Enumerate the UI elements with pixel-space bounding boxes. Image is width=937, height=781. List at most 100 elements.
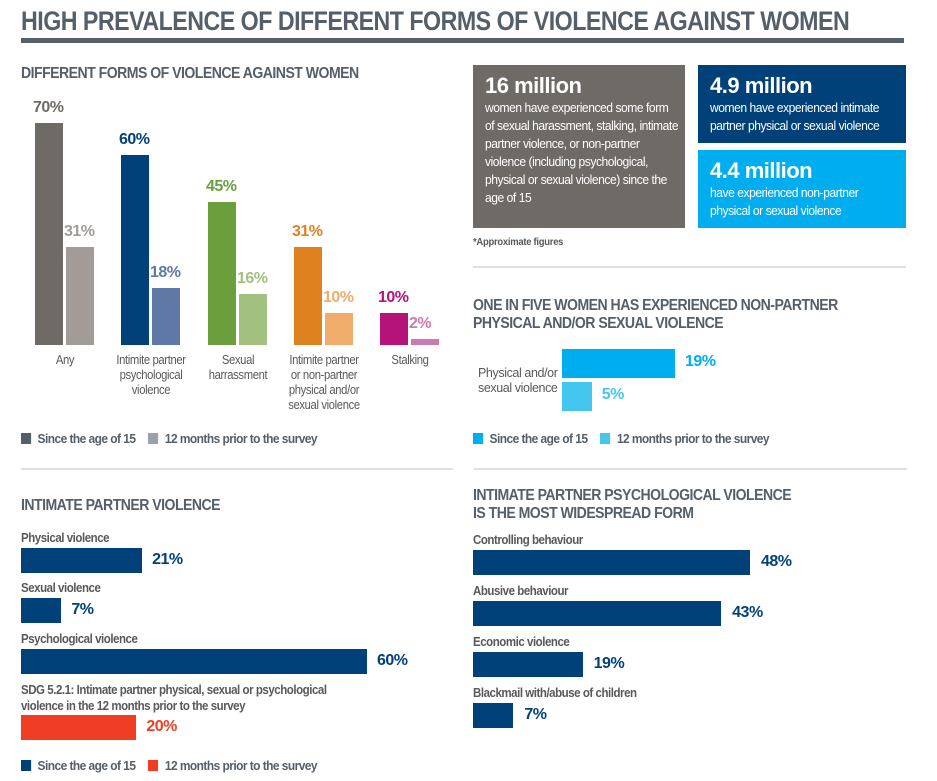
category-label-line: Sexual <box>221 353 255 367</box>
category-label-line: harrassment <box>208 368 268 382</box>
value-label: 2% <box>409 314 432 332</box>
category-label-line: sexual violence <box>288 398 360 412</box>
value-label: 45% <box>206 178 237 196</box>
ipv-chart: Physical violence 21% Sexual violence 7% Psy… <box>21 530 451 745</box>
value-label: 19% <box>593 655 625 672</box>
bar-label-line: violence in the 12 months prior to the s… <box>21 699 246 713</box>
forms-chart: 70% 31% Any 60% 18% Intimite partner psycholog… <box>21 90 451 420</box>
bar-label: Economic violence <box>473 635 570 649</box>
legend-label-12-months: 12 months prior to the survey <box>164 758 318 773</box>
nonpartner-legend: Since the age of 15 12 months prior to t… <box>473 431 770 446</box>
category-label: Intimite partner psychological violence <box>108 353 194 398</box>
divider-right-top <box>473 266 906 268</box>
bar-since-15 <box>208 202 236 345</box>
legend-label-12-months: 12 months prior to the survey <box>164 431 318 446</box>
category-label-line: Stalking <box>391 353 429 367</box>
footnote: *Approximate figures <box>473 236 564 248</box>
bar-label: Physical violence <box>21 531 110 545</box>
bar <box>21 715 137 740</box>
value-label: 31% <box>64 222 95 240</box>
value-label: 43% <box>732 604 763 621</box>
bar <box>473 550 750 575</box>
bar-12-months <box>562 382 592 411</box>
forms-legend: Since the age of 15 12 months prior to t… <box>21 431 318 446</box>
bar <box>21 598 62 623</box>
bar-label-line: SDG 5.2.1: Intimate partner physical, se… <box>21 683 327 697</box>
stat-box-4-9-million: 4.9 million women have experienced intim… <box>698 65 906 143</box>
value-label: 10% <box>323 289 354 307</box>
value-label: 31% <box>292 222 323 240</box>
bar-label: SDG 5.2.1: Intimate partner physical, se… <box>21 682 327 714</box>
value-label: 21% <box>152 551 183 568</box>
value-label: 48% <box>761 553 792 570</box>
value-label: 5% <box>601 386 625 403</box>
legend-swatch-since-15 <box>473 433 484 444</box>
bar-12-months <box>239 294 267 345</box>
legend-swatch-12-months <box>148 760 159 771</box>
bar-label: Psychological violence <box>21 632 138 646</box>
bar-since-15 <box>294 246 322 345</box>
bar-12-months <box>411 338 439 345</box>
bar-since-15 <box>562 349 675 378</box>
bar-12-months <box>325 313 353 345</box>
category-label-line: psychological <box>119 368 183 382</box>
bar-label: Blackmail with/abuse of children <box>473 686 637 700</box>
forms-chart-title: DIFFERENT FORMS OF VIOLENCE AGAINST WOME… <box>21 65 359 82</box>
nonpartner-title-line1: ONE IN FIVE WOMEN HAS EXPERIENCED NON-PA… <box>473 297 838 314</box>
value-label: 16% <box>237 270 268 288</box>
divider-left-mid <box>21 468 453 470</box>
stat-text-4-9-million: women have experienced intimate partner … <box>710 100 880 133</box>
divider-right-mid <box>474 468 907 470</box>
bar <box>21 548 143 573</box>
bar-since-15 <box>121 154 149 345</box>
page-title: HIGH PREVALENCE OF DIFFERENT FORMS OF VI… <box>21 6 850 36</box>
bar <box>473 703 514 728</box>
category-label-line: Intimite partner <box>116 353 186 367</box>
value-label: 7% <box>71 601 94 618</box>
value-label: 60% <box>377 652 408 669</box>
category-label-line: Any <box>55 353 75 367</box>
category-label: Intimite partner or non-partner physical a… <box>281 353 367 413</box>
value-label: 20% <box>146 718 177 735</box>
stat-box-4-4-million: 4.4 million have experienced non-partner… <box>698 150 906 228</box>
legend-label-since-15: Since the age of 15 <box>37 431 136 446</box>
value-label: 10% <box>378 289 409 307</box>
bar-since-15 <box>35 123 63 345</box>
stat-box-16-million: 16 million women have experienced some f… <box>473 65 685 228</box>
stat-text-4-4-million: have experienced non-partner physical or… <box>710 185 859 218</box>
value-label: 70% <box>33 99 64 116</box>
value-label: 7% <box>524 706 547 723</box>
legend-label-since-15: Since the age of 15 <box>489 431 588 446</box>
value-label: 60% <box>119 130 150 148</box>
category-label-line: or non-partner <box>290 368 358 382</box>
nonpartner-chart: 19% 5% <box>562 349 862 411</box>
bar <box>473 652 583 677</box>
category-label: Stalking <box>367 353 453 368</box>
bar-label: Sexual violence <box>21 581 101 595</box>
value-label: 19% <box>685 353 716 370</box>
psych-chart: Controlling behaviour 48% Abusive behaviou… <box>473 532 903 732</box>
category-label-line: physical and/or <box>288 383 360 397</box>
stat-text-16-million: women have experienced some form of sexu… <box>485 100 679 205</box>
value-label: 18% <box>150 263 181 281</box>
legend-label-since-15: Since the age of 15 <box>37 758 136 773</box>
bar-12-months <box>152 287 180 345</box>
legend-swatch-12-months <box>148 433 159 444</box>
ipv-legend: Since the age of 15 12 months prior to t… <box>21 758 318 773</box>
bar <box>473 601 722 626</box>
nonpartner-title-line2: PHYSICAL AND/OR SEXUAL VIOLENCE <box>473 315 724 332</box>
nonpartner-category-label: Physical and/or sexual violence <box>478 366 558 395</box>
bar-label: Controlling behaviour <box>473 533 583 547</box>
ipv-title: INTIMATE PARTNER VIOLENCE <box>21 497 221 514</box>
stat-big-4-4-million: 4.4 million <box>710 158 813 183</box>
bar-label: Abusive behaviour <box>473 584 569 598</box>
legend-swatch-since-15 <box>21 433 32 444</box>
psych-title-line2: IS THE MOST WIDESPREAD FORM <box>473 505 694 522</box>
legend-label-12-months: 12 months prior to the survey <box>616 431 770 446</box>
legend-swatch-12-months <box>600 433 611 444</box>
stat-big-16-million: 16 million <box>485 73 582 98</box>
category-label: Any <box>22 353 108 368</box>
category-label: Sexual harrassment <box>195 353 281 383</box>
bar-since-15 <box>380 313 408 345</box>
category-label-line: violence <box>131 383 171 397</box>
